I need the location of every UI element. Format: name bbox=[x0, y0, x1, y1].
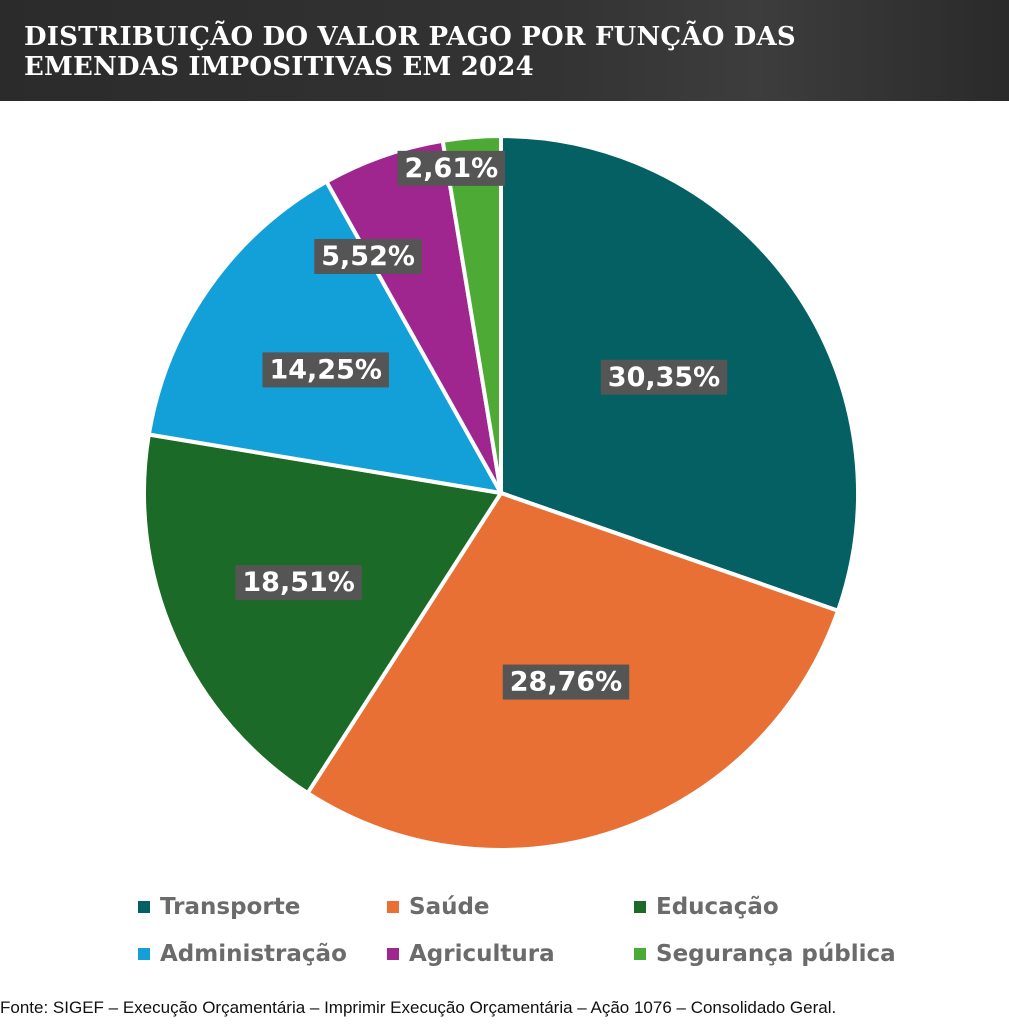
data-label-transporte: 30,35% bbox=[600, 359, 728, 395]
source-note: Fonte: SIGEF – Execução Orçamentária – I… bbox=[0, 998, 837, 1017]
data-label-seguranca-publica: 2,61% bbox=[397, 150, 506, 186]
pie-slice-seguranca-publica bbox=[440, 134, 503, 495]
data-label-agricultura: 5,52% bbox=[314, 238, 422, 274]
data-label-text: 28,76% bbox=[510, 667, 622, 698]
data-label-box bbox=[314, 238, 422, 274]
data-label-box bbox=[235, 565, 362, 601]
data-label-text: 30,35% bbox=[608, 362, 720, 393]
data-label-educacao: 18,51% bbox=[235, 565, 362, 601]
data-label-saude: 28,76% bbox=[502, 664, 630, 700]
header-banner: DISTRIBUIÇÃO DO VALOR PAGO POR FUNÇÃO DA… bbox=[0, 0, 1009, 101]
data-label-text: 14,25% bbox=[269, 354, 381, 385]
chart-title: DISTRIBUIÇÃO DO VALOR PAGO POR FUNÇÃO DA… bbox=[24, 22, 796, 82]
data-label-text: 2,61% bbox=[404, 153, 498, 184]
pie-slice-administracao bbox=[146, 179, 503, 495]
data-label-box bbox=[600, 359, 728, 395]
data-label-text: 5,52% bbox=[321, 241, 415, 272]
pie-slice-educacao bbox=[142, 432, 503, 796]
pie-slices bbox=[142, 134, 860, 852]
data-label-box bbox=[502, 664, 630, 700]
data-label-box bbox=[397, 150, 506, 186]
pie-data-labels: 30,35% 28,76% 18,51% 14,25% 5,52% 2,61% bbox=[235, 150, 728, 700]
data-label-text: 18,51% bbox=[242, 567, 354, 598]
data-label-box bbox=[262, 352, 389, 388]
data-label-administracao: 14,25% bbox=[262, 352, 389, 388]
